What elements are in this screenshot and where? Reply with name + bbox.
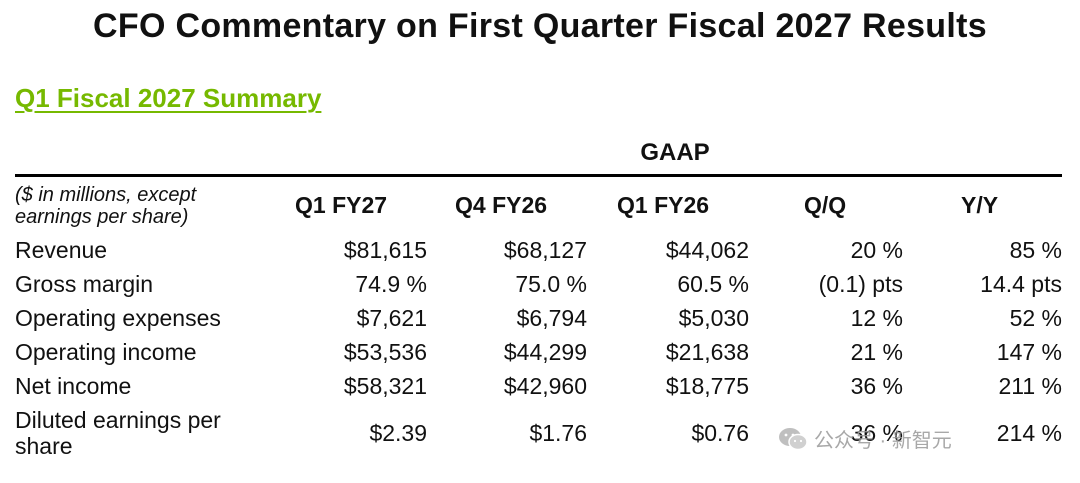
table-cell: $1.76 bbox=[529, 420, 587, 446]
table-cell: $2.39 bbox=[369, 420, 427, 446]
table-row: Revenue $81,615 $68,127 $44,062 20 % 85 … bbox=[15, 233, 1062, 267]
table-cell: $0.76 bbox=[691, 420, 749, 446]
table-cell: 214 % bbox=[996, 420, 1062, 446]
table-row: Diluted earnings per share $2.39 $1.76 $… bbox=[15, 403, 1062, 463]
table-row: Gross margin 74.9 % 75.0 % 60.5 % (0.1) … bbox=[15, 267, 1062, 301]
summary-link[interactable]: Q1 Fiscal 2027 Summary bbox=[15, 83, 322, 113]
column-header: Q4 FY26 bbox=[455, 192, 548, 218]
table-cell: $6,794 bbox=[516, 305, 587, 331]
table-cell: 60.5 % bbox=[677, 271, 749, 297]
table-row: Net income $58,321 $42,960 $18,775 36 % … bbox=[15, 369, 1062, 403]
table-cell: $44,062 bbox=[665, 237, 749, 263]
row-label: Gross margin bbox=[15, 271, 154, 297]
table-cell: $44,299 bbox=[503, 339, 587, 365]
table-cell: $18,775 bbox=[665, 373, 749, 399]
table-row: Operating income $53,536 $44,299 $21,638… bbox=[15, 335, 1062, 369]
table-cell: $58,321 bbox=[343, 373, 427, 399]
table-cell: 52 % bbox=[1009, 305, 1062, 331]
units-note: ($ in millions, except earnings per shar… bbox=[15, 183, 197, 228]
table-cell: $53,536 bbox=[343, 339, 427, 365]
column-header: Y/Y bbox=[961, 192, 999, 218]
table-row: Operating expenses $7,621 $6,794 $5,030 … bbox=[15, 301, 1062, 335]
row-label: Operating expenses bbox=[15, 305, 221, 331]
table-cell: 147 % bbox=[996, 339, 1062, 365]
table-cell: 36 % bbox=[850, 420, 903, 446]
table-cell: 36 % bbox=[850, 373, 903, 399]
column-header: Q/Q bbox=[804, 192, 847, 218]
table-cell: $42,960 bbox=[503, 373, 587, 399]
financial-summary-table: ($ in millions, except earnings per shar… bbox=[15, 178, 1062, 463]
table-cell: $81,615 bbox=[343, 237, 427, 263]
table-cell: 75.0 % bbox=[515, 271, 587, 297]
row-label: Net income bbox=[15, 373, 132, 399]
table-cell: $21,638 bbox=[665, 339, 749, 365]
table-cell: 14.4 pts bbox=[980, 271, 1062, 297]
table-cell: 211 % bbox=[998, 373, 1062, 399]
table-cell: 21 % bbox=[850, 339, 903, 365]
table-cell: 20 % bbox=[850, 237, 903, 263]
table-header-row: ($ in millions, except earnings per shar… bbox=[15, 178, 1062, 233]
column-header: Q1 FY26 bbox=[617, 192, 710, 218]
table-cell: $68,127 bbox=[503, 237, 587, 263]
table-cell: $5,030 bbox=[678, 305, 749, 331]
row-label: Operating income bbox=[15, 339, 197, 365]
table-cell: 85 % bbox=[1009, 237, 1062, 263]
table-cell: $7,621 bbox=[356, 305, 427, 331]
row-label: Revenue bbox=[15, 237, 108, 263]
table-cell: 74.9 % bbox=[355, 271, 427, 297]
row-label: Diluted earnings per share bbox=[15, 407, 221, 459]
table-cell: 12 % bbox=[850, 305, 903, 331]
page-title: CFO Commentary on First Quarter Fiscal 2… bbox=[93, 7, 987, 45]
table-cell: (0.1) pts bbox=[818, 271, 903, 297]
column-header: Q1 FY27 bbox=[295, 192, 388, 218]
gaap-group-header: GAAP bbox=[640, 139, 710, 166]
header-rule bbox=[15, 174, 1062, 177]
